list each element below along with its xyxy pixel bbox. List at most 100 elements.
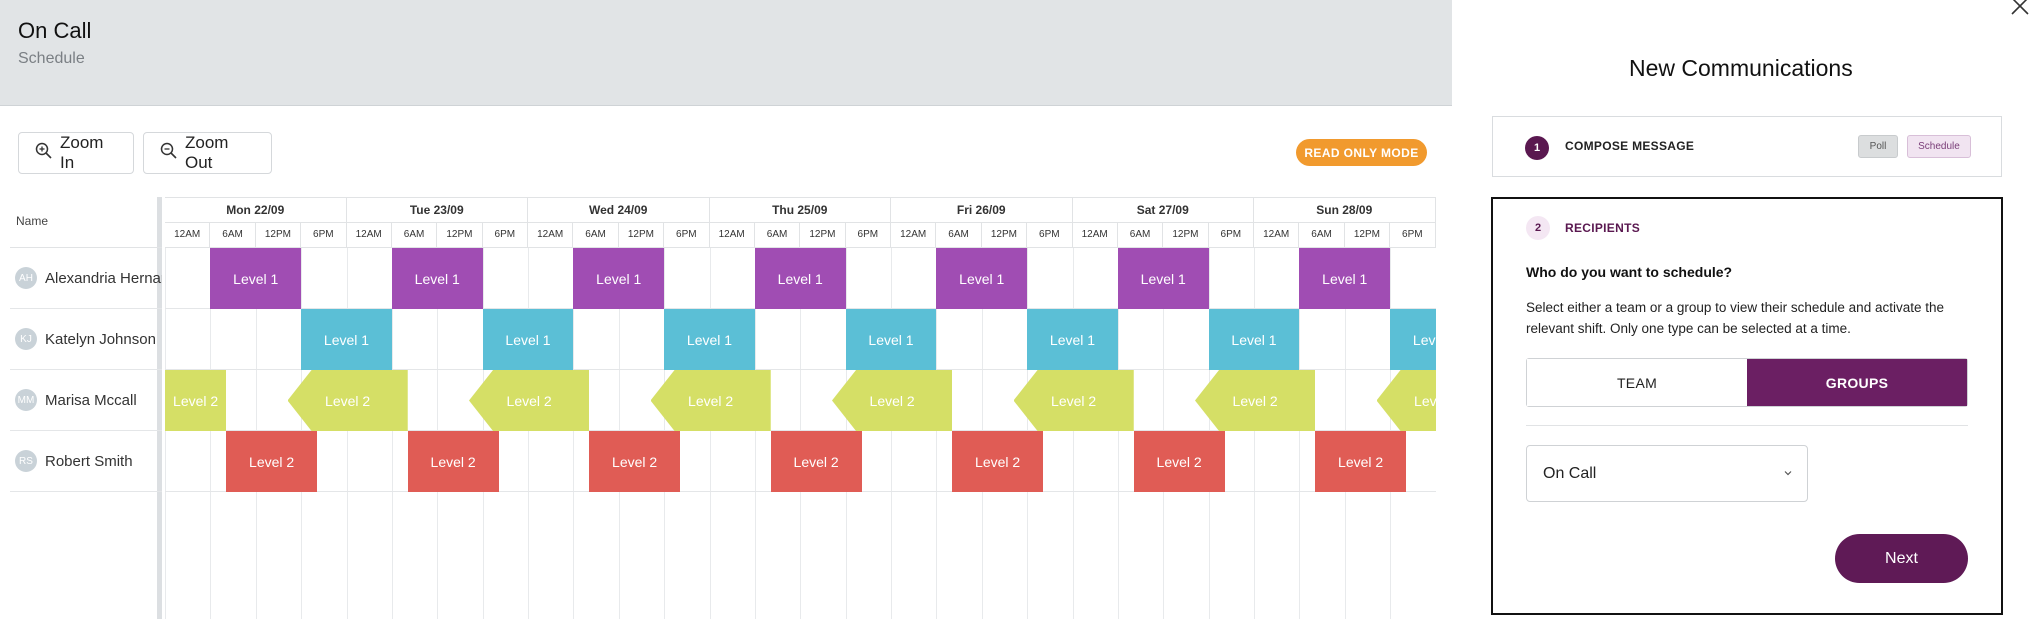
hour-header: 6AM [754,223,801,248]
hour-header: 12PM [1163,223,1209,248]
grid-line [709,248,711,619]
hour-header: 6PM [301,223,347,248]
hour-header: 12PM [1344,223,1391,248]
hour-header: 6PM [1390,223,1436,248]
shift-block[interactable]: Level 1 [1027,309,1118,370]
groups-button[interactable]: GROUPS [1747,359,1967,406]
person-row[interactable]: AH Alexandria Hernandez [10,248,162,309]
shift-block[interactable]: Level 2 [469,370,590,431]
shift-block[interactable]: Level 1 [210,248,302,309]
group-select[interactable]: On Call [1526,445,1808,502]
shift-block[interactable]: Level 1 [301,309,392,370]
day-header: Sun 28/09 [1254,197,1436,223]
hour-header: 12AM [891,223,937,248]
hour-header: 6PM [845,223,891,248]
day-header: Thu 25/09 [709,197,891,223]
step-compose-message[interactable]: 1 COMPOSE MESSAGE Poll Schedule [1492,116,2002,177]
poll-tag: Poll [1858,135,1898,158]
schedule-grid: Name AH Alexandria Hernandez KJ Katelyn … [10,197,1436,619]
grid-line [210,248,212,619]
team-button[interactable]: TEAM [1527,359,1747,406]
hour-header: 12AM [1072,223,1118,248]
avatar: MM [15,389,37,411]
shift-block[interactable]: Level 1 [754,248,846,309]
step-label: COMPOSE MESSAGE [1565,139,1695,153]
hour-header: 12PM [981,223,1028,248]
shift-block[interactable]: Level 2 [1376,370,1436,431]
grid-line [391,248,393,619]
hour-header: 6PM [1027,223,1073,248]
shift-block[interactable]: Level 1 [664,309,755,370]
hour-header: 6AM [210,223,256,248]
page-title: On Call [18,18,92,43]
hour-header: 12AM [528,223,574,248]
shift-block[interactable]: Level 2 [952,431,1043,492]
next-button[interactable]: Next [1835,534,1968,583]
hour-header: 12AM [346,223,392,248]
day-header: Mon 22/09 [165,197,347,223]
shift-block[interactable]: Level 2 [165,370,227,431]
grid-line [573,248,575,619]
grid-line [346,248,348,619]
avatar: KJ [15,328,37,350]
zoom-out-label: Zoom Out [185,133,229,172]
shift-block[interactable]: Level 2 [589,431,680,492]
panel-title: New Communications [1629,55,1853,81]
grid-line [1117,248,1119,619]
shift-block[interactable]: Level 2 [1133,431,1225,492]
shift-block[interactable]: Level 1 [1117,248,1209,309]
shift-block[interactable]: Level 2 [407,431,499,492]
hour-header: 12PM [255,223,302,248]
shift-block[interactable]: Level 2 [287,370,408,431]
close-icon[interactable] [2009,0,2029,16]
shift-block[interactable]: Level 1 [936,248,1028,309]
day-header: Fri 26/09 [891,197,1073,223]
shift-block[interactable]: Level 1 [845,309,937,370]
zoom-out-icon [160,142,177,164]
shift-block[interactable]: Level 2 [650,370,771,431]
chevron-down-icon [1784,471,1792,476]
name-column-header: Name [10,197,162,248]
shift-block[interactable]: Level 1 [1390,309,1436,370]
day-header: Sat 27/09 [1072,197,1254,223]
zoom-out-button[interactable]: Zoom Out [143,132,272,174]
shift-block[interactable]: Level 1 [573,248,665,309]
shift-block[interactable]: Level 1 [1208,309,1300,370]
hour-header: 12PM [618,223,665,248]
page-subtitle: Schedule [18,50,85,67]
person-row[interactable]: RS Robert Smith [10,431,162,492]
read-only-badge: READ ONLY MODE [1296,139,1427,166]
zoom-in-button[interactable]: Zoom In [18,132,134,174]
step-recipients: 2 RECIPIENTS Who do you want to schedule… [1491,197,2003,615]
hour-header: 12AM [165,223,211,248]
day-header: Wed 24/09 [528,197,710,223]
shift-block[interactable]: Level 2 [1013,370,1134,431]
communications-panel [1452,0,2035,619]
shift-block[interactable]: Level 1 [391,248,483,309]
shift-block[interactable]: Level 2 [1315,431,1406,492]
name-column: Name AH Alexandria Hernandez KJ Katelyn … [10,197,162,619]
grid-line [891,248,892,619]
hour-header: 6AM [1117,223,1164,248]
shift-block[interactable]: Level 2 [770,431,862,492]
step-label: RECIPIENTS [1565,221,1641,235]
team-groups-toggle: TEAM GROUPS [1526,358,1968,407]
grid-line [936,248,938,619]
shift-block[interactable]: Level 1 [1299,248,1391,309]
schedule-view: On Call Schedule Zoom In Zoom Out READ O… [0,0,1452,619]
hour-header: 6PM [1208,223,1254,248]
shift-block[interactable]: Level 2 [226,431,317,492]
grid-line [165,248,166,619]
hour-header: 6PM [482,223,528,248]
shift-block[interactable]: Level 1 [482,309,574,370]
person-row[interactable]: KJ Katelyn Johnson [10,309,162,370]
step-number: 1 [1525,136,1549,160]
person-row[interactable]: MM Marisa Mccall [10,370,162,431]
schedule-tag: Schedule [1907,135,1971,158]
shift-block[interactable]: Level 2 [832,370,953,431]
hour-header: 6PM [664,223,710,248]
recipients-description: Select either a team or a group to view … [1526,300,1944,336]
group-select-value: On Call [1543,464,1597,482]
shift-block[interactable]: Level 2 [1195,370,1316,431]
zoom-in-icon [35,142,52,164]
